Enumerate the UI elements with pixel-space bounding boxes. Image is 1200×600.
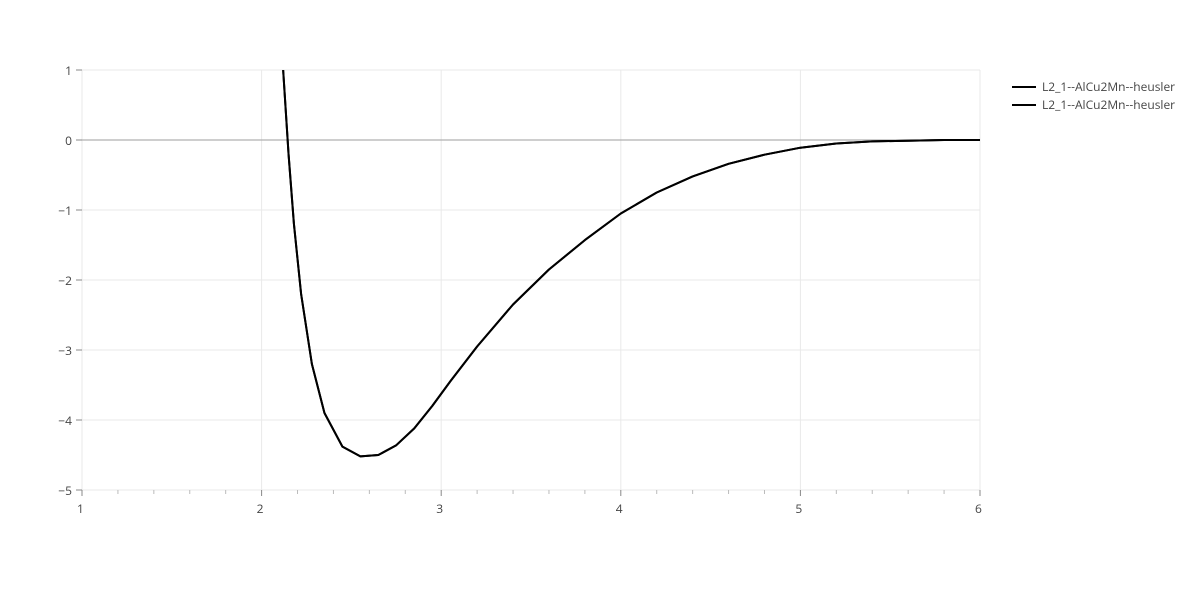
legend-item: L2_1--AlCu2Mn--heusler [1012, 96, 1175, 113]
x-tick: 6 [975, 500, 982, 517]
legend-label: L2_1--AlCu2Mn--heusler [1042, 78, 1175, 95]
x-tick: 2 [257, 500, 264, 517]
x-tick: 5 [795, 500, 802, 517]
legend-swatch [1012, 86, 1036, 88]
x-tick: 3 [436, 500, 443, 517]
x-tick: 4 [616, 500, 623, 517]
y-tick: −4 [58, 412, 72, 429]
y-tick: −5 [58, 482, 72, 499]
legend-swatch [1012, 104, 1036, 106]
y-tick: 1 [65, 62, 72, 79]
y-tick: 0 [65, 132, 72, 149]
y-tick: −2 [58, 272, 72, 289]
legend-item: L2_1--AlCu2Mn--heusler [1012, 78, 1175, 95]
y-tick: −3 [58, 342, 72, 359]
legend-label: L2_1--AlCu2Mn--heusler [1042, 96, 1175, 113]
y-tick: −1 [58, 202, 72, 219]
x-tick: 1 [77, 500, 84, 517]
